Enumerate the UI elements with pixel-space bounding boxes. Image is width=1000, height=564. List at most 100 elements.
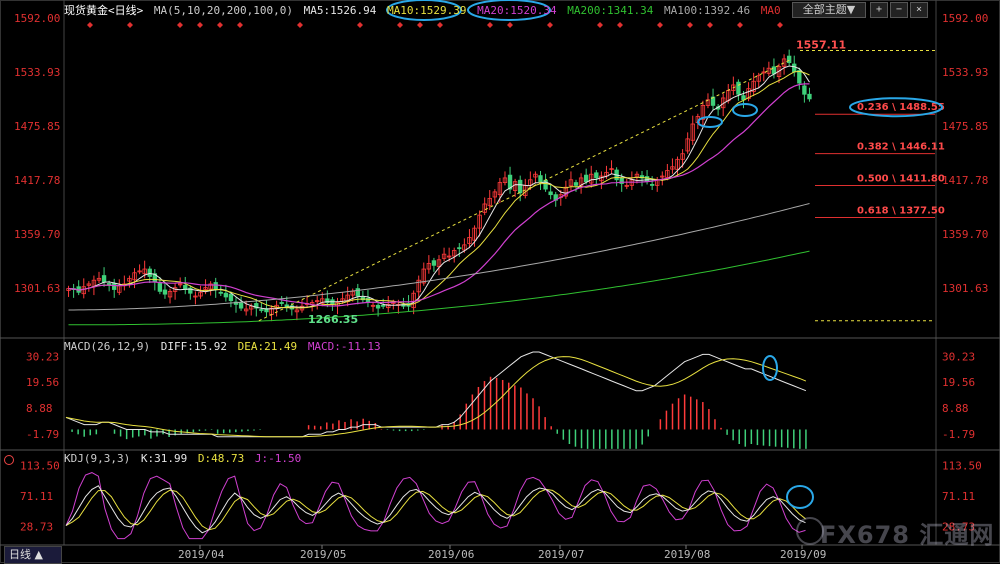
swing-low-label: 1266.35 xyxy=(308,313,358,326)
kdj-axis-label-left: 28.73 xyxy=(20,520,53,533)
candle-body xyxy=(467,237,472,244)
candle-body xyxy=(665,170,670,178)
ma100-value: MA100:1392.46 xyxy=(664,4,751,17)
candle-body xyxy=(649,184,655,186)
candle-body xyxy=(198,291,203,297)
candle-body xyxy=(644,176,650,183)
candle-body xyxy=(86,283,92,286)
zoom-in-icon[interactable]: + xyxy=(870,2,888,18)
candle-body xyxy=(162,289,168,295)
candle-body xyxy=(776,65,782,77)
highlight-ma10-ellipse xyxy=(386,0,462,21)
ma100-line xyxy=(68,203,810,311)
candle-body xyxy=(792,63,797,73)
candle-body xyxy=(660,175,665,178)
candle-body xyxy=(294,309,300,313)
candle-body xyxy=(594,172,599,179)
price-axis-label-left: 1475.85 xyxy=(14,120,60,133)
candle-body xyxy=(482,203,487,213)
macd-axis-label-left: 8.88 xyxy=(26,402,53,415)
candle-body xyxy=(736,81,741,95)
macd-diff-value: DIFF:15.92 xyxy=(160,340,227,353)
signal-marker-icon xyxy=(87,22,93,28)
candle-body xyxy=(208,283,213,290)
candle-body xyxy=(568,179,574,187)
signal-marker-icon xyxy=(237,22,243,28)
candle-body xyxy=(375,304,381,309)
candle-body xyxy=(132,272,137,281)
kdj-axis-label-left: 71.11 xyxy=(20,490,53,503)
price-axis-label-right: 1533.93 xyxy=(942,66,988,79)
candle-body xyxy=(218,291,223,294)
candle-body xyxy=(700,105,706,120)
candle-body xyxy=(381,304,386,307)
candle-body xyxy=(142,268,147,275)
ma-params: MA(5,10,20,200,100,0) xyxy=(153,4,293,17)
date-axis-label: 2019/05 xyxy=(300,548,346,561)
candle-body xyxy=(157,283,163,292)
period-tab-daily[interactable]: 日线 ▲ xyxy=(4,546,62,564)
candle-body xyxy=(457,247,462,250)
candle-body xyxy=(472,227,477,241)
ma10-line xyxy=(68,70,810,309)
candle-body xyxy=(563,186,569,197)
signal-marker-icon xyxy=(297,22,303,28)
candle-body xyxy=(573,182,579,186)
candle-body xyxy=(497,182,503,196)
highlight-macd-ellipse xyxy=(762,355,778,381)
candle-body xyxy=(533,173,538,178)
signal-marker-icon xyxy=(707,22,713,28)
candle-body xyxy=(741,95,746,101)
candle-body xyxy=(355,288,360,297)
macd-axis-label-right: 8.88 xyxy=(942,402,969,415)
candle-body xyxy=(416,279,421,293)
ma20-line xyxy=(68,83,810,307)
macd-axis-label-left: 30.23 xyxy=(26,350,59,363)
signal-marker-icon xyxy=(357,22,363,28)
candle-body xyxy=(751,80,756,92)
signal-marker-icon xyxy=(397,22,403,28)
signal-marker-icon xyxy=(487,22,493,28)
price-axis-label-left: 1533.93 xyxy=(14,66,60,79)
ma5-value: MA5:1526.94 xyxy=(303,4,377,17)
candle-body xyxy=(583,174,589,183)
candle-body xyxy=(619,177,624,184)
candle-body xyxy=(710,96,716,106)
candle-body xyxy=(446,255,452,258)
signal-marker-icon xyxy=(777,22,783,28)
candle-body xyxy=(452,250,457,257)
highlight-kdj-ellipse xyxy=(786,485,814,509)
candle-body xyxy=(249,305,254,310)
kdj-axis-label-right: 71.11 xyxy=(942,490,975,503)
theme-dropdown-button[interactable]: 全部主题▼ xyxy=(792,2,866,18)
kdj-d-line xyxy=(65,488,806,531)
candle-body xyxy=(609,168,614,171)
signal-marker-icon xyxy=(507,22,513,28)
minimize-icon[interactable]: − xyxy=(890,2,908,18)
ma20-value: MA20:1520.34 xyxy=(477,4,557,17)
indicator-settings-icon[interactable] xyxy=(4,455,14,465)
kdj-params: KDJ(9,3,3) xyxy=(64,452,131,465)
candle-body xyxy=(797,70,802,84)
kdj-axis-label-right: 28.73 xyxy=(942,520,975,533)
close-icon[interactable]: × xyxy=(910,2,928,18)
fib-level-label: 0.236 \ 1488.55 xyxy=(857,102,945,113)
highlight-support-ellipse-1 xyxy=(697,116,723,128)
candle-body xyxy=(203,287,208,290)
ma5-line xyxy=(68,65,810,310)
kdj-d-value: D:48.73 xyxy=(197,452,245,465)
signal-marker-icon xyxy=(197,22,203,28)
macd-header: MACD(26,12,9) DIFF:15.92 DEA:21.49 MACD:… xyxy=(64,340,385,353)
candle-body xyxy=(188,287,193,294)
fib-level-label: 0.382 \ 1446.11 xyxy=(857,142,945,153)
kdj-k-value: K:31.99 xyxy=(140,452,188,465)
date-axis-label: 2019/04 xyxy=(178,548,225,561)
candle-body xyxy=(112,283,117,290)
macd-value: MACD:-11.13 xyxy=(307,340,381,353)
kdj-j-value: J:-1.50 xyxy=(254,452,302,465)
candle-body xyxy=(675,158,680,170)
date-axis-label: 2019/06 xyxy=(428,548,474,561)
candle-body xyxy=(477,214,482,229)
signal-marker-icon xyxy=(617,22,623,28)
